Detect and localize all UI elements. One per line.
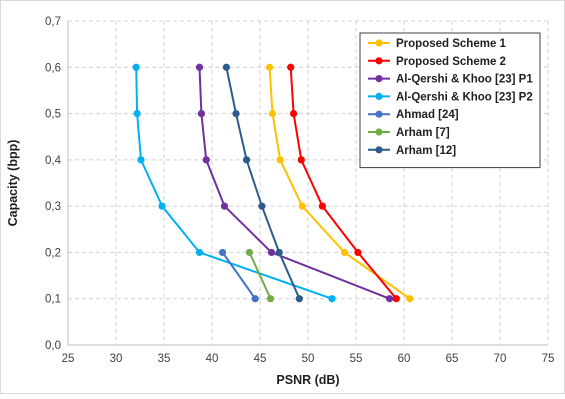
series-0: [266, 63, 414, 303]
data-point: [195, 248, 204, 257]
legend-item: Al-Qershi & Khoo [23] P1: [368, 74, 533, 86]
x-tick-label: 25: [62, 353, 75, 365]
series-line: [221, 251, 257, 300]
legend-swatch-marker: [375, 146, 383, 154]
y-tick-label: 0,0: [45, 340, 61, 352]
y-tick-label: 0,6: [45, 62, 61, 74]
series-line: [289, 67, 398, 300]
data-point: [268, 109, 277, 118]
series-line: [248, 251, 272, 300]
x-tick-label: 40: [206, 353, 219, 365]
y-tick-label: 0,2: [45, 247, 61, 259]
legend-item: Al-Qershi & Khoo [23] P2: [368, 91, 533, 103]
series-6: [222, 63, 303, 303]
x-tick-label: 55: [350, 353, 363, 365]
legend-label: Al-Qershi & Khoo [23] P2: [396, 91, 533, 103]
legend-label: Proposed Scheme 1: [396, 38, 507, 50]
y-axis-title: Capacity (bpp): [6, 140, 20, 227]
data-point: [266, 63, 274, 71]
data-point: [287, 63, 295, 71]
legend-item: Proposed Scheme 1: [368, 38, 507, 50]
x-tick-label: 70: [494, 353, 507, 365]
data-point: [318, 202, 326, 210]
data-point: [266, 295, 275, 303]
series-line: [135, 67, 333, 300]
data-point: [220, 202, 229, 210]
x-tick-label: 75: [542, 353, 555, 365]
data-point: [392, 295, 400, 303]
data-point: [245, 248, 254, 257]
legend-label: Proposed Scheme 2: [396, 56, 506, 68]
legend-item: Ahmad [24]: [368, 109, 459, 121]
grid-lines: [68, 20, 549, 345]
series-layer: [132, 63, 414, 303]
data-point: [295, 295, 303, 303]
data-point: [290, 109, 298, 118]
data-point: [222, 63, 230, 71]
legend-label: Arham [7]: [396, 127, 450, 139]
legend-swatch-marker: [375, 75, 383, 83]
series-1: [287, 63, 400, 303]
x-tick-label: 60: [398, 353, 411, 365]
data-point: [275, 248, 283, 257]
series-4: [218, 248, 259, 303]
data-point: [137, 156, 145, 164]
legend-label: Arham [12]: [396, 145, 456, 157]
data-point: [133, 109, 141, 118]
x-tick-label: 65: [446, 353, 459, 365]
legend-box: [359, 32, 541, 169]
data-point: [202, 156, 210, 164]
data-point: [354, 248, 362, 257]
x-tick-label: 30: [110, 353, 123, 365]
tick-labels: 25 30 35 40 45 50 55 60 65 70 75 0,0 0,1 0,2 0,3 0,4 0,5…: [45, 16, 554, 365]
y-tick-label: 0,5: [45, 109, 61, 121]
legend-swatch-marker: [375, 57, 383, 65]
legend-item: Arham [7]: [368, 127, 450, 139]
y-tick-label: 0,3: [45, 201, 61, 213]
data-point: [232, 109, 240, 118]
data-point: [195, 63, 204, 71]
y-tick-label: 0,1: [45, 294, 61, 306]
legend-swatch-marker: [375, 128, 383, 136]
series-line: [268, 67, 411, 300]
legend-label: Ahmad [24]: [396, 109, 459, 121]
data-point: [242, 156, 251, 164]
data-point: [132, 63, 140, 71]
series-line: [198, 67, 390, 300]
legend-label: Al-Qershi & Khoo [23] P1: [396, 74, 533, 86]
legend-swatch-marker: [375, 110, 383, 118]
x-tick-label: 50: [302, 353, 315, 365]
y-tick-label: 0,4: [45, 155, 62, 167]
x-tick-label: 45: [254, 353, 267, 365]
data-point: [297, 156, 305, 164]
x-axis-title: PSNR (dB): [276, 373, 339, 387]
data-point: [251, 295, 259, 303]
series-line: [225, 67, 301, 300]
legend-swatch-marker: [375, 39, 383, 47]
axes: [67, 21, 548, 346]
series-3: [132, 63, 336, 303]
data-point: [267, 248, 276, 257]
data-point: [340, 248, 349, 257]
y-tick-label: 0,7: [45, 16, 61, 28]
legend-swatch-marker: [375, 92, 383, 100]
data-point: [328, 295, 336, 303]
data-point: [218, 248, 227, 257]
data-point: [197, 109, 206, 118]
data-point: [258, 202, 266, 210]
x-tick-label: 35: [158, 353, 171, 365]
data-point: [276, 156, 284, 164]
legend-item: Proposed Scheme 2: [368, 56, 506, 68]
legend: Proposed Scheme 1 Proposed Scheme 2 Al-Qer…: [359, 32, 541, 169]
data-point: [158, 202, 166, 210]
data-point: [298, 202, 306, 210]
data-point: [406, 295, 414, 303]
series-2: [195, 63, 394, 303]
series-5: [245, 248, 275, 303]
legend-item: Arham [12]: [368, 145, 456, 157]
data-point: [386, 295, 394, 303]
